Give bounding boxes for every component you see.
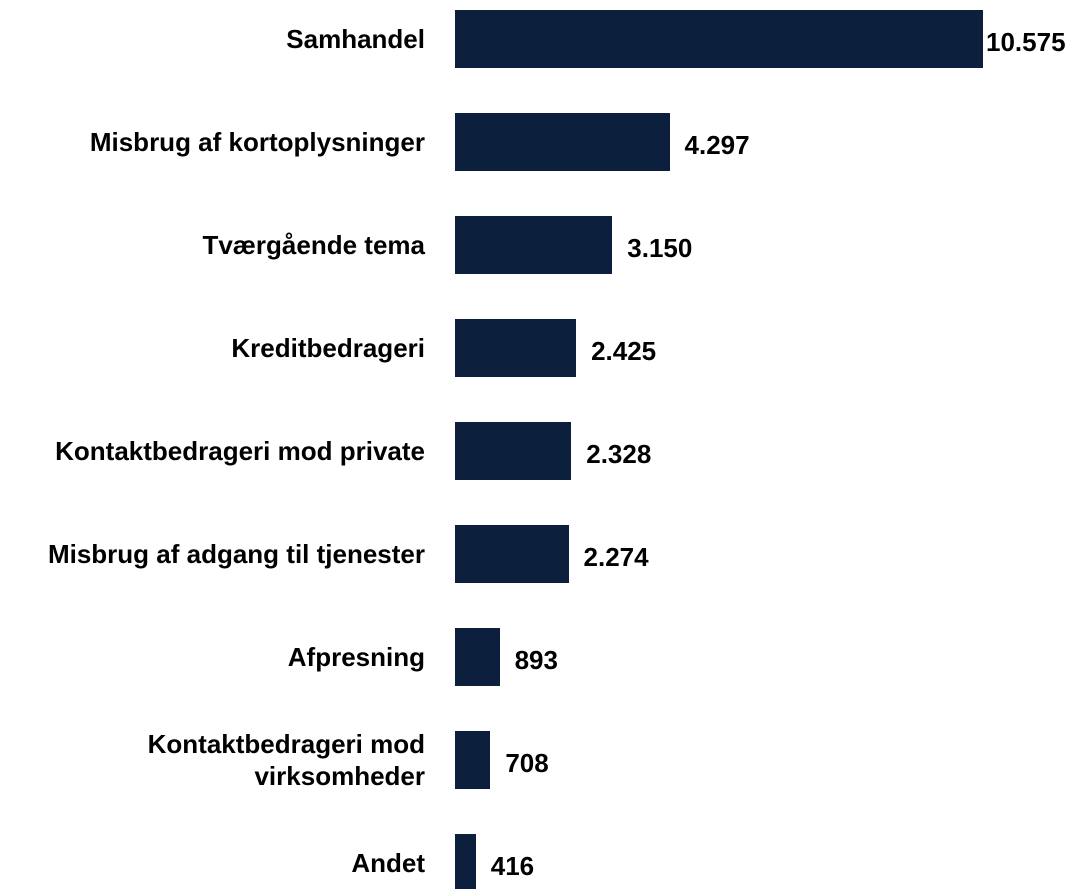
category-text: Misbrug af adgang til tjenester [47,539,425,569]
category-label: Kontaktbedrageri mod virksomheder [0,729,425,791]
bar [455,319,577,377]
category-text: Samhandel [286,24,425,54]
category-label: Kreditbedrageri [0,319,425,377]
bar [455,731,491,789]
category-text: Kreditbedrageri [231,333,425,363]
value-label: 3.150 [627,232,693,263]
value-label: 10.575 [986,26,1066,57]
value-label: 2.274 [583,541,649,572]
category-text: Misbrug af kortoplysninger [89,127,425,157]
category-text: Andet [351,848,425,878]
bar [455,422,572,480]
category-label: Misbrug af kortoplysninger [0,113,425,171]
category-label: Afpresning [0,628,425,686]
value-label: 2.425 [591,335,657,366]
bar [455,834,476,889]
value-label: 893 [514,644,558,675]
category-text: Afpresning [287,642,425,672]
bar [455,10,983,68]
category-text: Tværgående tema [202,230,425,260]
value-label: 2.328 [586,438,652,469]
bar [455,628,500,686]
value-label: 708 [505,747,549,778]
category-text: Kontaktbedrageri mod virksomheder [147,729,425,791]
value-label: 416 [490,850,535,881]
category-text: Kontaktbedrageri mod private [55,436,425,466]
category-label: Samhandel [0,10,425,68]
bar [455,216,613,274]
value-label: 4.297 [684,129,750,160]
category-label: Tværgående tema [0,216,425,274]
category-label: Misbrug af adgang til tjenester [0,525,425,583]
bar [455,525,569,583]
category-label: Andet [0,834,425,889]
bar [455,113,670,171]
category-label: Kontaktbedrageri mod private [0,422,425,480]
